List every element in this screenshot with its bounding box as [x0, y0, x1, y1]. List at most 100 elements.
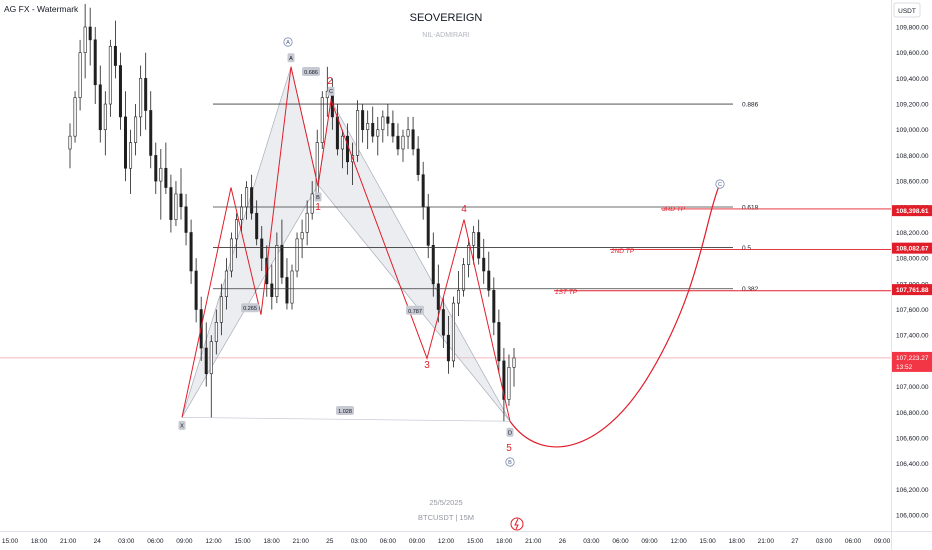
candle-body: [149, 110, 153, 156]
time-tick-label: 06:00: [147, 538, 164, 545]
price-tick-label: 106,000.00: [896, 513, 929, 520]
wave-path: [181, 66, 511, 422]
countdown-label: 13:52: [896, 364, 913, 371]
candle-body: [305, 212, 309, 233]
point-marker: [178, 420, 186, 430]
price-tag-label: 108,082.67: [896, 245, 929, 252]
projection-label: C: [718, 182, 722, 188]
time-tick-label: 24: [94, 538, 102, 545]
candle-body: [73, 97, 77, 137]
projection-circle: [715, 179, 725, 189]
time-tick-label: 03:00: [583, 538, 600, 545]
candle-body: [245, 187, 249, 208]
time-tick-label: 03:00: [816, 538, 833, 545]
candle-body: [482, 257, 486, 272]
candle-body: [371, 123, 375, 137]
price-tick-label: 108,000.00: [896, 256, 929, 263]
projection-circle: [505, 457, 515, 467]
ratio-label: 1.028: [338, 409, 352, 415]
price-tick-label: 106,600.00: [896, 435, 929, 442]
time-tick-label: 27: [791, 538, 799, 545]
time-tick-label: 26: [559, 538, 567, 545]
candle-body: [497, 322, 501, 362]
time-tick-label: 21:00: [525, 538, 542, 545]
candle-body: [401, 135, 405, 150]
price-tick-label: 108,800.00: [896, 153, 929, 160]
candle-body: [159, 167, 163, 182]
candle-body: [406, 129, 410, 137]
candle-body: [381, 116, 385, 131]
currency-box[interactable]: [893, 2, 921, 18]
time-tick-label: 03:00: [351, 538, 368, 545]
ratio-label: 0.686: [304, 70, 318, 76]
time-tick-label: 15:00: [467, 538, 484, 545]
candle-body: [280, 245, 284, 278]
candle-body: [340, 135, 344, 150]
circle-a-label: A: [286, 40, 290, 46]
time-tick-label: 25: [326, 538, 334, 545]
point-label: D: [508, 430, 512, 436]
time-tick-label: 21:00: [293, 538, 310, 545]
candle-body: [467, 245, 471, 265]
candle-body: [487, 270, 491, 291]
time-tick-label: 12:00: [205, 538, 222, 545]
candle-body: [436, 283, 440, 310]
point-label: C: [329, 89, 333, 95]
price-tags: 108,398.61 108,082.67 107,761.88 107,223.27…: [892, 205, 932, 372]
time-tick-label: 18:00: [496, 538, 513, 545]
candle-body: [456, 289, 460, 304]
price-tick-label: 109,400.00: [896, 76, 929, 83]
candle-body: [270, 283, 274, 297]
time-tick-label: 12:00: [438, 538, 455, 545]
candle-body: [462, 264, 466, 291]
candle-body: [139, 78, 143, 118]
price-tag: [892, 205, 932, 217]
time-tick-label: 15:00: [700, 538, 717, 545]
candle-body: [154, 155, 158, 182]
candle-body: [451, 302, 455, 362]
price-tick-label: 106,400.00: [896, 461, 929, 468]
candle-body: [426, 206, 430, 246]
candle-body: [164, 167, 168, 188]
target-label: 1ST TP: [555, 289, 578, 296]
xd-line: [181, 417, 511, 422]
time-axis[interactable]: 15:00 18:00 21:00 24 03:00 06:00 09:00 12:00 15:…: [2, 538, 891, 545]
candle-body: [78, 52, 82, 98]
candle-body: [310, 193, 314, 214]
candle-body: [446, 334, 450, 362]
point-label: X: [180, 423, 184, 429]
candle-body: [224, 270, 228, 297]
candle-body: [391, 123, 395, 137]
circle-a-marker: [283, 37, 293, 47]
candle-body: [260, 238, 264, 259]
fib-label: 0.5: [742, 245, 751, 252]
price-tick-label: 109,800.00: [896, 25, 929, 32]
time-tick-label: 18:00: [31, 538, 48, 545]
candle-body: [421, 174, 425, 208]
projection-curve: [509, 186, 720, 448]
candle-body: [411, 129, 415, 150]
ratio-badge: [241, 303, 259, 313]
target-label: 3RD TP: [662, 206, 686, 213]
price-tag: [892, 284, 932, 296]
candle-body: [366, 123, 370, 131]
wave-number: 2: [327, 76, 333, 87]
candle-body: [240, 206, 244, 220]
candle-body: [386, 116, 390, 124]
price-tick-label: 107,000.00: [896, 384, 929, 391]
candles-group: [68, 3, 516, 422]
price-tick-label: 106,200.00: [896, 487, 929, 494]
candle-body: [179, 193, 183, 208]
candle-body: [209, 341, 213, 375]
current-price-tag: [892, 351, 932, 372]
fib-label: 0.886: [742, 102, 759, 109]
replay-icon[interactable]: [510, 517, 524, 531]
candle-body: [255, 212, 259, 240]
candle-body: [295, 238, 299, 272]
time-tick-label: 06:00: [380, 538, 397, 545]
time-tick-label: 18:00: [729, 538, 746, 545]
candle-body: [118, 65, 122, 118]
candle-body: [512, 357, 516, 368]
point-marker: [506, 427, 514, 437]
